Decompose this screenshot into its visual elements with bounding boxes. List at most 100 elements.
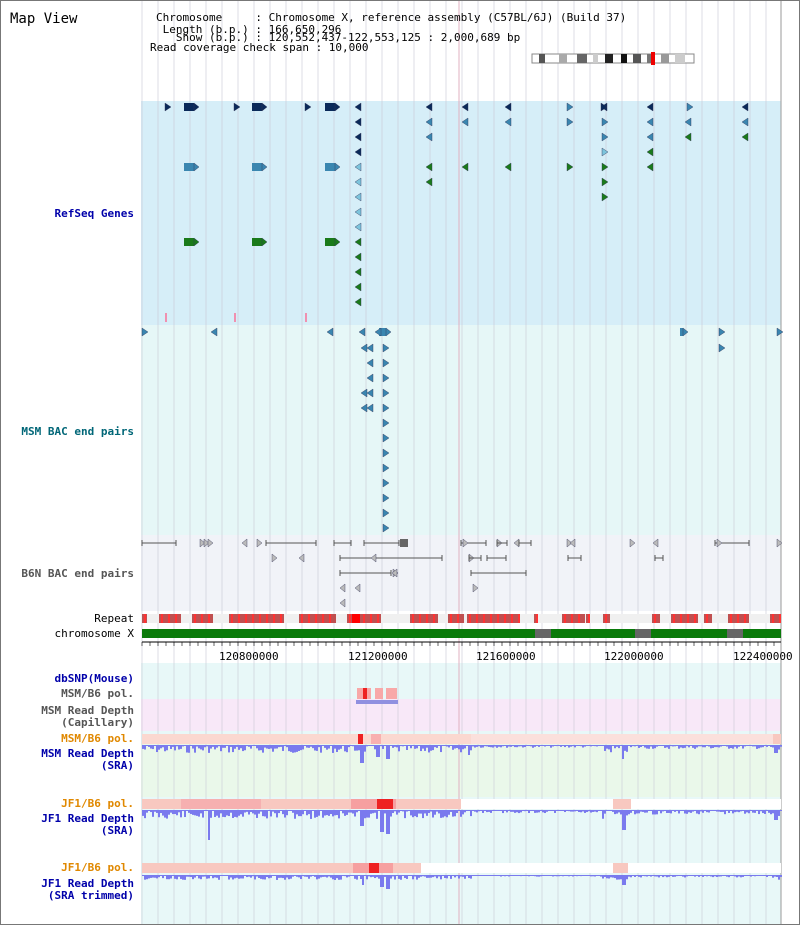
depth-bar: [720, 875, 722, 877]
depth-bar: [284, 810, 286, 818]
depth-bar: [576, 745, 578, 746]
depth-bar: [510, 810, 512, 812]
depth-bar: [738, 810, 740, 813]
feature-arrow-right: [682, 327, 689, 337]
repeat-stripe: [245, 614, 247, 623]
depth-bar: [356, 875, 358, 880]
chromosome-ideogram[interactable]: [529, 52, 699, 66]
depth-bar: [250, 875, 252, 878]
repeat-stripe: [536, 614, 538, 623]
depth-bar: [532, 745, 534, 748]
repeat-stripe: [301, 614, 303, 623]
depth-bar: [192, 875, 194, 880]
repeat-stripe: [687, 614, 689, 623]
depth-bar: [202, 810, 204, 818]
depth-bar: [700, 875, 702, 876]
gene-tick: [234, 313, 236, 322]
depth-bar: [414, 875, 416, 877]
depth-bar: [406, 745, 408, 750]
depth-bar: [408, 875, 410, 876]
depth-bar: [768, 745, 770, 746]
msm-read-depth-sra-label[interactable]: MSM Read Depth: [41, 747, 134, 760]
jf1-b6-pol-label-1[interactable]: JF1/B6 pol.: [61, 797, 134, 810]
depth-bar: [278, 875, 280, 878]
depth-bar: [772, 745, 774, 748]
depth-bar: [446, 745, 448, 747]
depth-bar: [654, 745, 656, 749]
depth-bar: [474, 810, 476, 812]
depth-bar: [714, 745, 716, 748]
msm-b6-pol-label-2[interactable]: MSM/B6 pol.: [61, 732, 134, 745]
depth-bar: [202, 745, 204, 751]
msm-read-depth-capillary-label[interactable]: MSM Read Depth: [41, 704, 134, 717]
feature-arrow-right: [334, 237, 341, 247]
depth-bar: [220, 875, 222, 876]
feature-arrow-left: [504, 102, 512, 112]
depth-bar: [302, 745, 304, 750]
depth-bar: [626, 810, 628, 816]
depth-bar: [676, 745, 678, 746]
feature-arrow-left: [366, 358, 374, 368]
depth-bar: [526, 810, 528, 811]
depth-bar: [666, 875, 668, 878]
depth-bar: [718, 875, 720, 877]
jf1-read-depth-sra-label[interactable]: JF1 Read Depth: [41, 812, 134, 825]
depth-bar: [294, 745, 296, 753]
depth-bar: [188, 810, 190, 813]
depth-bar: [728, 810, 730, 813]
depth-bar: [628, 875, 630, 877]
depth-bar: [550, 875, 552, 876]
depth-bar: [674, 810, 676, 812]
feature-arrow-left: [366, 403, 374, 413]
depth-bar: [718, 745, 720, 748]
depth-bar: [584, 810, 586, 813]
repeat-stripe: [363, 614, 365, 623]
depth-bar: [148, 810, 150, 811]
jf1-b6-pol-label-2[interactable]: JF1/B6 pol.: [61, 861, 134, 874]
dbsnp-label[interactable]: dbSNP(Mouse): [54, 672, 134, 685]
depth-bar: [146, 745, 148, 746]
depth-bar: [490, 875, 492, 876]
feature-arrow-left: [425, 132, 433, 142]
depth-bar: [490, 810, 492, 813]
depth-bar: [546, 875, 548, 876]
depth-bar: [480, 810, 482, 811]
depth-bar: [282, 875, 284, 879]
depth-bar: [724, 875, 726, 876]
depth-bar: [546, 745, 548, 746]
depth-bar: [374, 875, 376, 879]
jf1-read-depth-trimmed-label[interactable]: JF1 Read Depth: [41, 877, 134, 890]
depth-bar: [608, 875, 610, 879]
depth-bar: [612, 810, 614, 812]
depth-bar: [328, 875, 330, 877]
depth-bar: [146, 875, 148, 880]
depth-bar: [712, 875, 714, 878]
depth-bar: [376, 875, 378, 878]
feature-arrow-right: [566, 538, 573, 548]
depth-bar: [286, 745, 288, 748]
msm-bac-end-pairs-label[interactable]: MSM BAC end pairs: [21, 425, 134, 438]
depth-bar: [388, 875, 390, 889]
depth-bar: [300, 810, 302, 817]
depth-bar: [454, 875, 456, 878]
gene-block: [325, 238, 335, 246]
depth-bar: [226, 745, 228, 746]
b6n-bac-end-pairs-label[interactable]: B6N BAC end pairs: [21, 567, 134, 580]
depth-bar: [666, 745, 668, 748]
depth-bar: [258, 810, 260, 814]
feature-arrow-left: [241, 538, 248, 548]
repeat-stripe: [694, 614, 696, 623]
depth-bar: [350, 745, 352, 746]
depth-bar: [362, 875, 364, 885]
depth-bar: [484, 745, 486, 747]
msm-b6-pol-label-1[interactable]: MSM/B6 pol.: [61, 687, 134, 700]
depth-bar: [318, 875, 320, 879]
depth-bar: [586, 745, 588, 746]
feature-arrow-left: [354, 583, 361, 593]
depth-bar: [714, 875, 716, 877]
depth-bar: [414, 745, 416, 749]
depth-bar: [728, 745, 730, 749]
refseq-genes-label[interactable]: RefSeq Genes: [54, 207, 134, 220]
depth-bar: [380, 810, 382, 832]
